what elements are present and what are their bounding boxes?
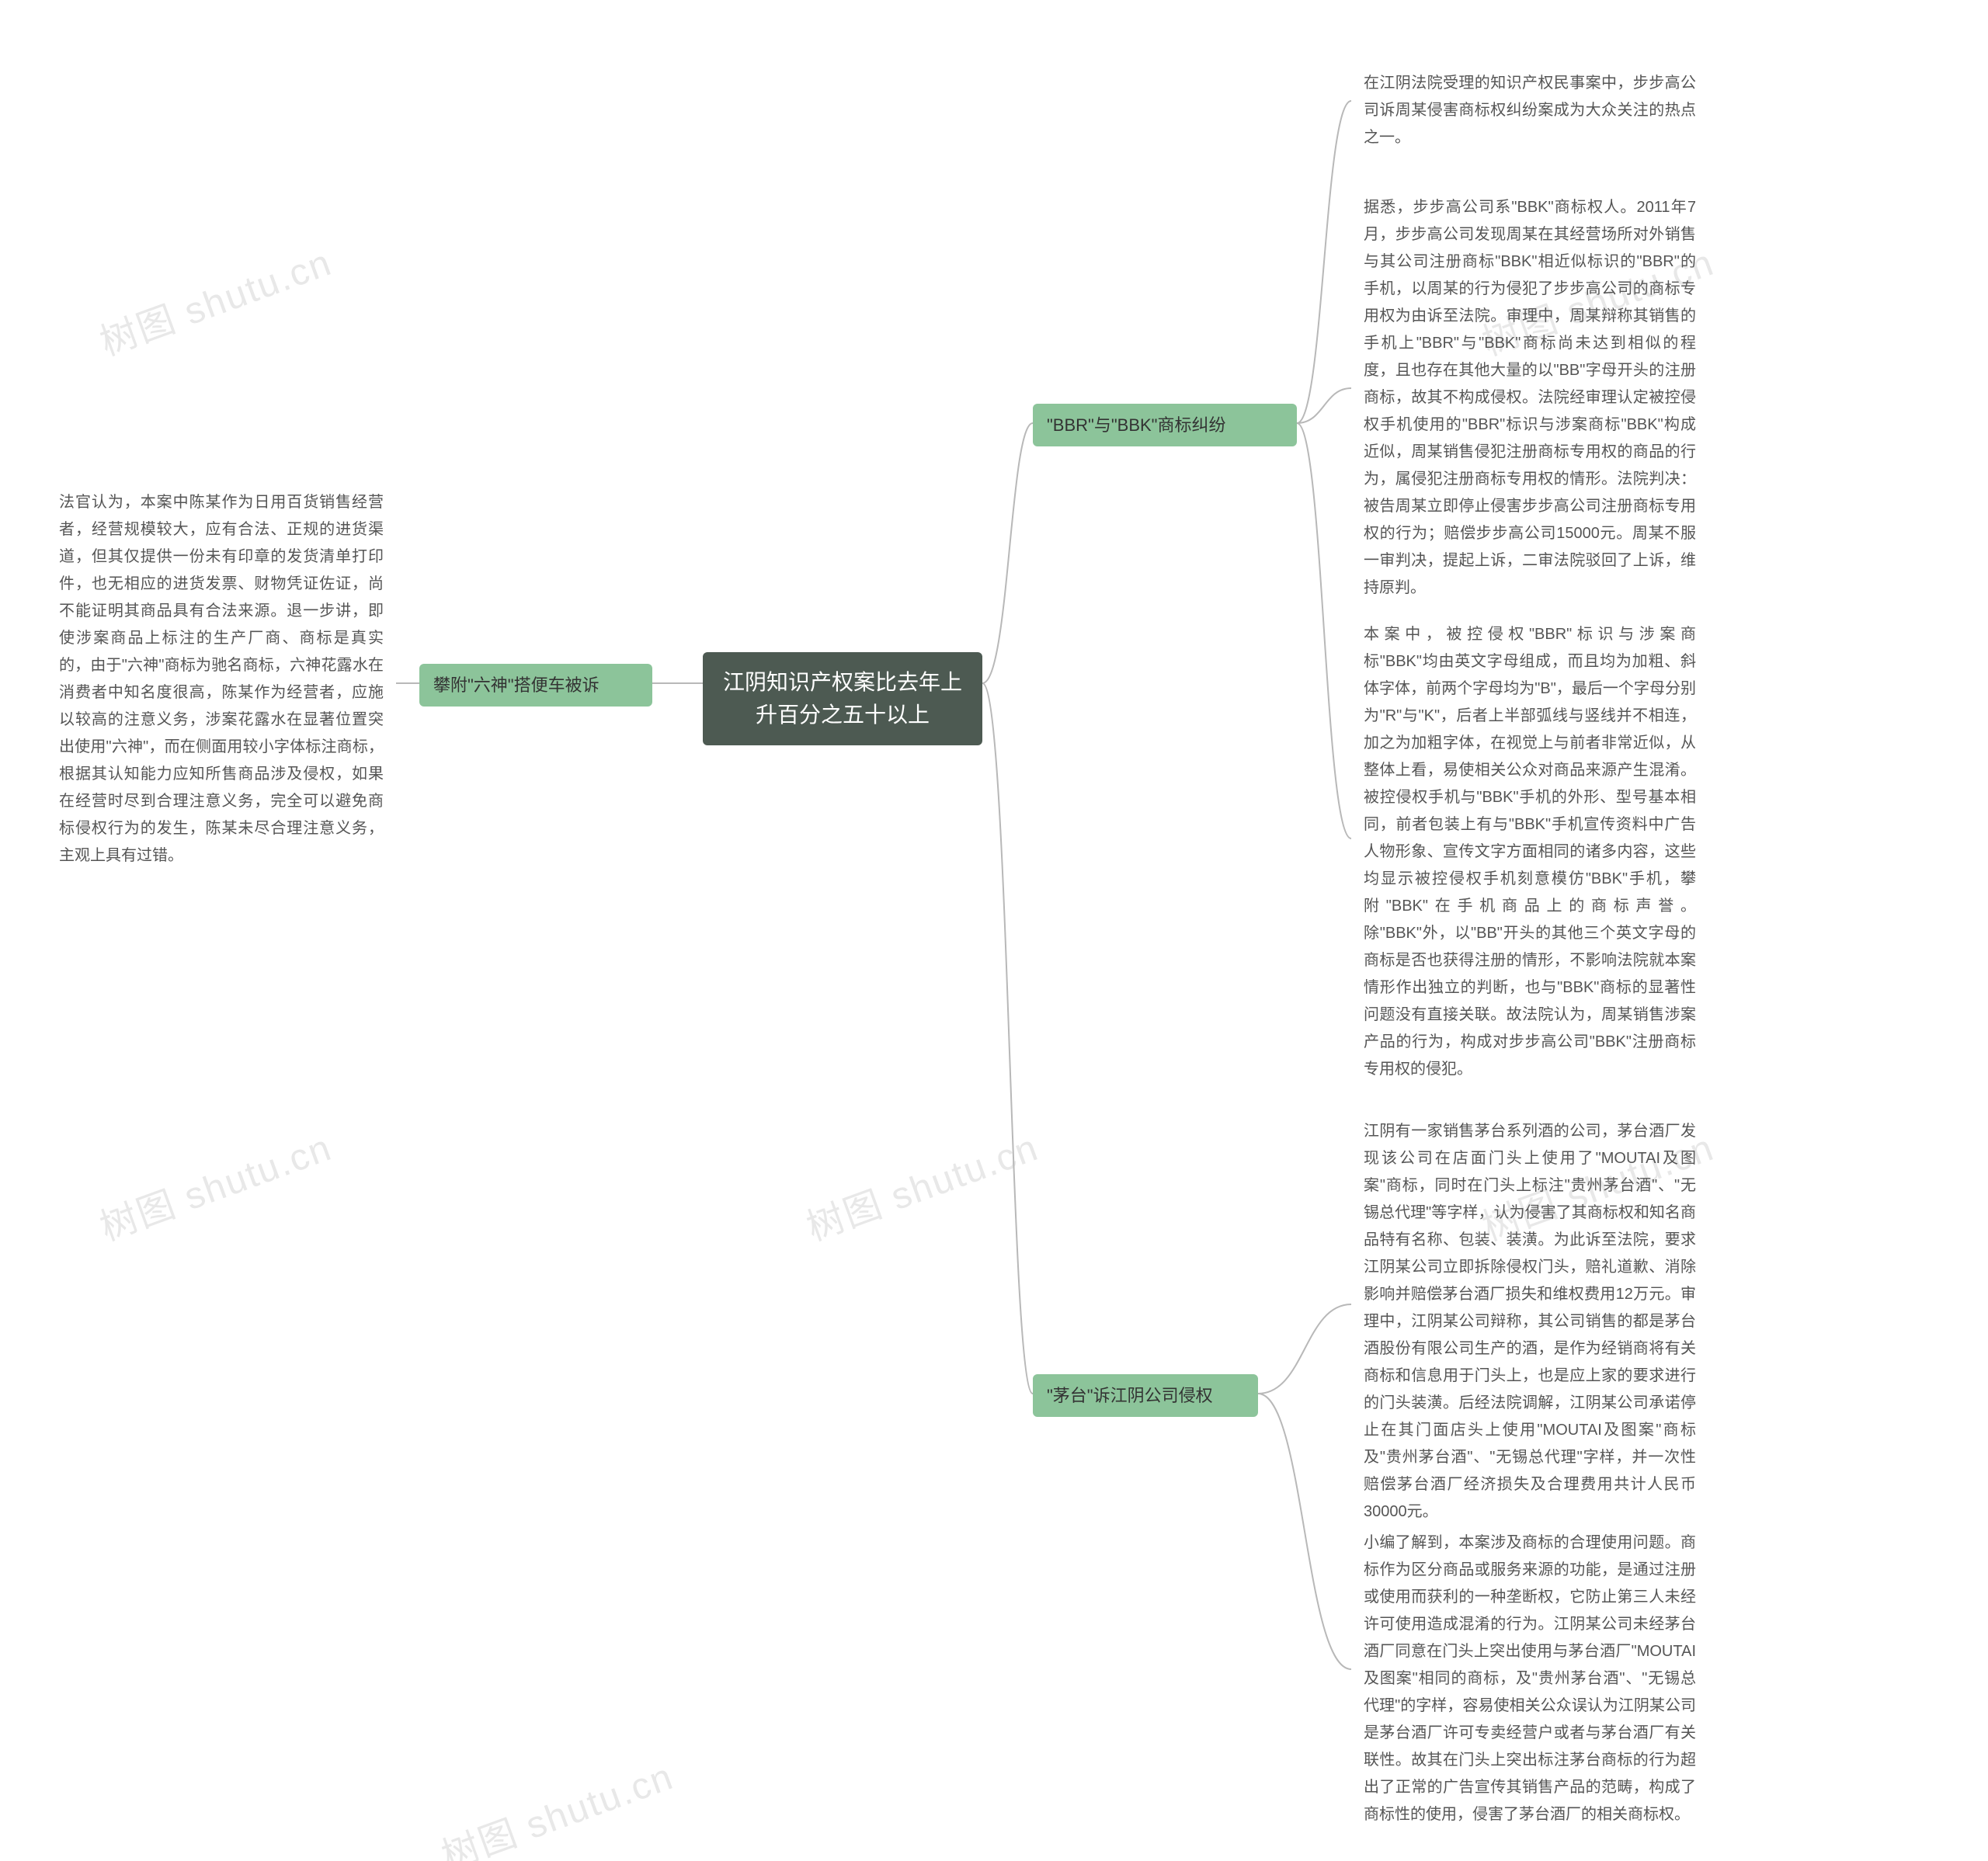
- connector: [1258, 1394, 1351, 1669]
- branch-left[interactable]: 攀附"六神"搭便车被诉: [419, 664, 652, 707]
- leaf-r2-2: 小编了解到，本案涉及商标的合理使用问题。商标作为区分商品或服务来源的功能，是通过…: [1351, 1522, 1708, 1836]
- watermark: 树图 shutu.cn: [433, 1746, 679, 1861]
- central-line2: 升百分之五十以上: [756, 703, 930, 727]
- leaf-r1-1: 在江阴法院受理的知识产权民事案中，步步高公司诉周某侵害商标权纠纷案成为大众关注的…: [1351, 62, 1708, 159]
- watermark: 树图 shutu.cn: [91, 232, 338, 366]
- leaf-r1-2: 据悉，步步高公司系"BBK"商标权人。2011年7月，步步高公司发现周某在其经营…: [1351, 186, 1708, 609]
- connector: [982, 423, 1033, 683]
- watermark: 树图 shutu.cn: [798, 1117, 1044, 1252]
- branch-right-1[interactable]: "BBR"与"BBK"商标纠纷: [1033, 404, 1297, 446]
- branch-right-2-label: "茅台"诉江阴公司侵权: [1047, 1386, 1213, 1405]
- leaf-left: 法官认为，本案中陈某作为日用百货销售经营者，经营规模较大，应有合法、正规的进货渠…: [47, 481, 396, 877]
- connector: [982, 683, 1033, 1394]
- central-node[interactable]: 江阴知识产权案比去年上 升百分之五十以上: [703, 652, 982, 745]
- connector: [1297, 101, 1351, 423]
- connector: [1297, 423, 1351, 838]
- branch-right-2[interactable]: "茅台"诉江阴公司侵权: [1033, 1374, 1258, 1417]
- watermark: 树图 shutu.cn: [91, 1117, 338, 1252]
- branch-right-1-label: "BBR"与"BBK"商标纠纷: [1047, 415, 1226, 435]
- leaf-r1-3: 本案中，被控侵权"BBR"标识与涉案商标"BBK"均由英文字母组成，而且均为加粗…: [1351, 613, 1708, 1091]
- branch-left-label: 攀附"六神"搭便车被诉: [433, 675, 600, 695]
- connector: [1297, 388, 1351, 423]
- central-line1: 江阴知识产权案比去年上: [723, 670, 962, 694]
- connector: [1258, 1304, 1351, 1394]
- leaf-r2-1: 江阴有一家销售茅台系列酒的公司，茅台酒厂发现该公司在店面门头上使用了"MOUTA…: [1351, 1110, 1708, 1533]
